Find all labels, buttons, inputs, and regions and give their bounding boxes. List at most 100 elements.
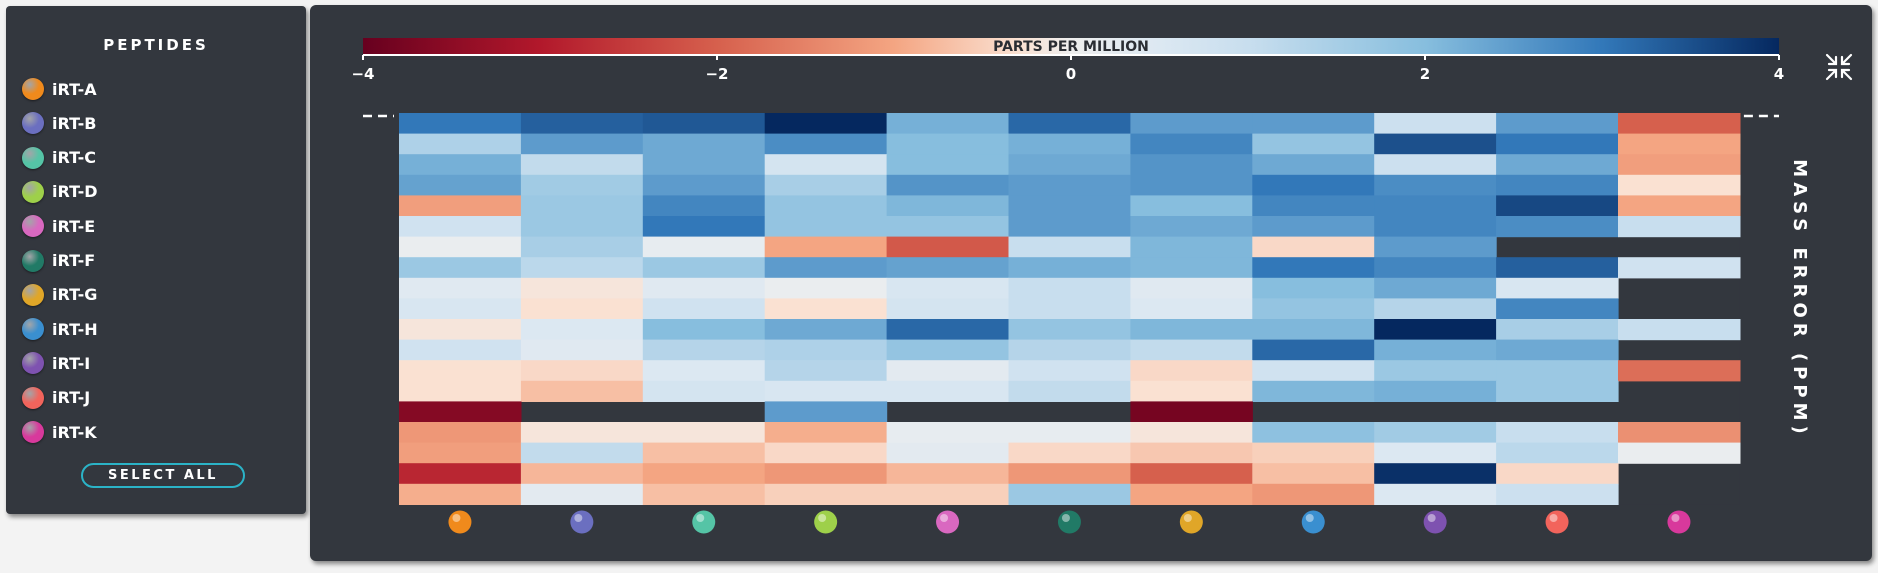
heatmap-cell[interactable]: [1130, 401, 1253, 423]
heatmap-cell[interactable]: [1374, 133, 1497, 155]
heatmap-cell[interactable]: [1374, 195, 1497, 217]
heatmap-cell[interactable]: [1374, 154, 1497, 176]
heatmap-cell[interactable]: [886, 483, 1010, 505]
heatmap-cell[interactable]: [1130, 483, 1253, 505]
legend-item-irt-g[interactable]: iRT-G: [22, 281, 97, 309]
heatmap-cell[interactable]: [886, 174, 1010, 196]
heatmap-cell[interactable]: [1374, 319, 1497, 341]
heatmap-cell[interactable]: [764, 113, 888, 135]
heatmap-cell[interactable]: [1252, 216, 1375, 238]
heatmap-cell[interactable]: [399, 174, 522, 196]
heatmap-cell[interactable]: [520, 174, 644, 196]
heatmap-cell[interactable]: [1130, 360, 1253, 382]
heatmap-cell[interactable]: [1252, 277, 1375, 299]
heatmap-cell[interactable]: [520, 319, 644, 341]
heatmap-cell[interactable]: [1618, 319, 1741, 341]
heatmap-cell[interactable]: [1252, 442, 1375, 464]
heatmap-cell[interactable]: [520, 380, 644, 402]
heatmap-cell[interactable]: [1496, 257, 1619, 279]
heatmap-cell[interactable]: [1252, 236, 1375, 258]
heatmap-cell[interactable]: [764, 257, 888, 279]
heatmap-cell[interactable]: [1130, 154, 1253, 176]
heatmap-cell[interactable]: [642, 195, 766, 217]
heatmap-cell[interactable]: [886, 133, 1010, 155]
heatmap-cell[interactable]: [886, 277, 1010, 299]
heatmap-cell[interactable]: [399, 298, 522, 320]
heatmap-cell[interactable]: [1496, 422, 1619, 444]
heatmap-cell[interactable]: [1496, 195, 1619, 217]
heatmap-cell[interactable]: [886, 216, 1010, 238]
heatmap-cell[interactable]: [1374, 257, 1497, 279]
heatmap-cell[interactable]: [1496, 298, 1619, 320]
heatmap-cell[interactable]: [886, 298, 1010, 320]
heatmap-cell[interactable]: [1008, 380, 1132, 402]
heatmap-cell[interactable]: [1130, 133, 1253, 155]
column-marker-irt-c[interactable]: [692, 510, 716, 534]
legend-item-irt-d[interactable]: iRT-D: [22, 178, 98, 206]
heatmap-cell[interactable]: [1618, 360, 1741, 382]
heatmap-cell[interactable]: [1374, 380, 1497, 402]
heatmap-cell[interactable]: [1618, 442, 1741, 464]
heatmap-cell[interactable]: [520, 113, 644, 135]
heatmap-cell[interactable]: [1130, 298, 1253, 320]
heatmap-cell[interactable]: [1130, 339, 1253, 361]
column-marker-irt-d[interactable]: [814, 510, 838, 534]
heatmap-cell[interactable]: [642, 298, 766, 320]
heatmap-cell[interactable]: [520, 298, 644, 320]
heatmap-cell[interactable]: [1008, 154, 1132, 176]
heatmap-cell[interactable]: [399, 195, 522, 217]
heatmap-cell[interactable]: [520, 236, 644, 258]
column-marker-irt-k[interactable]: [1667, 510, 1691, 534]
legend-item-irt-i[interactable]: iRT-I: [22, 349, 90, 377]
legend-item-irt-k[interactable]: iRT-K: [22, 418, 97, 446]
heatmap-cell[interactable]: [1374, 360, 1497, 382]
heatmap-cell[interactable]: [1008, 216, 1132, 238]
heatmap-cell[interactable]: [886, 422, 1010, 444]
heatmap-cell[interactable]: [520, 257, 644, 279]
column-marker-irt-a[interactable]: [448, 510, 472, 534]
heatmap-cell[interactable]: [1008, 319, 1132, 341]
legend-item-irt-c[interactable]: iRT-C: [22, 144, 96, 172]
heatmap-cell[interactable]: [642, 257, 766, 279]
heatmap-cell[interactable]: [1374, 174, 1497, 196]
heatmap-cell[interactable]: [1130, 319, 1253, 341]
heatmap-cell[interactable]: [1374, 113, 1497, 135]
heatmap-cell[interactable]: [642, 113, 766, 135]
heatmap-cell[interactable]: [399, 463, 522, 485]
heatmap-cell[interactable]: [1618, 195, 1741, 217]
heatmap-cell[interactable]: [1008, 277, 1132, 299]
heatmap-cell[interactable]: [1496, 360, 1619, 382]
heatmap-cell[interactable]: [1252, 483, 1375, 505]
heatmap-cell[interactable]: [886, 113, 1010, 135]
heatmap-cell[interactable]: [642, 422, 766, 444]
heatmap-cell[interactable]: [886, 257, 1010, 279]
heatmap-cell[interactable]: [642, 483, 766, 505]
heatmap-cell[interactable]: [764, 442, 888, 464]
heatmap-cell[interactable]: [764, 216, 888, 238]
legend-item-irt-f[interactable]: iRT-F: [22, 247, 95, 275]
heatmap-cell[interactable]: [399, 422, 522, 444]
heatmap-cell[interactable]: [520, 339, 644, 361]
heatmap-cell[interactable]: [1008, 257, 1132, 279]
heatmap-cell[interactable]: [642, 216, 766, 238]
heatmap-cell[interactable]: [399, 216, 522, 238]
heatmap-cell[interactable]: [1008, 236, 1132, 258]
heatmap-cell[interactable]: [1252, 339, 1375, 361]
column-marker-irt-i[interactable]: [1423, 510, 1447, 534]
heatmap-cell[interactable]: [1008, 339, 1132, 361]
heatmap-cell[interactable]: [1008, 298, 1132, 320]
heatmap-cell[interactable]: [1008, 483, 1132, 505]
heatmap-cell[interactable]: [1374, 339, 1497, 361]
heatmap-cell[interactable]: [1252, 422, 1375, 444]
heatmap-cell[interactable]: [1008, 195, 1132, 217]
heatmap-cell[interactable]: [1252, 380, 1375, 402]
heatmap-cell[interactable]: [520, 442, 644, 464]
heatmap-cell[interactable]: [1252, 174, 1375, 196]
heatmap-cell[interactable]: [1618, 113, 1741, 135]
heatmap-cell[interactable]: [1252, 257, 1375, 279]
legend-item-irt-b[interactable]: iRT-B: [22, 109, 96, 137]
heatmap-cell[interactable]: [886, 236, 1010, 258]
heatmap-cell[interactable]: [1130, 174, 1253, 196]
heatmap-cell[interactable]: [764, 483, 888, 505]
heatmap-cell[interactable]: [1252, 463, 1375, 485]
